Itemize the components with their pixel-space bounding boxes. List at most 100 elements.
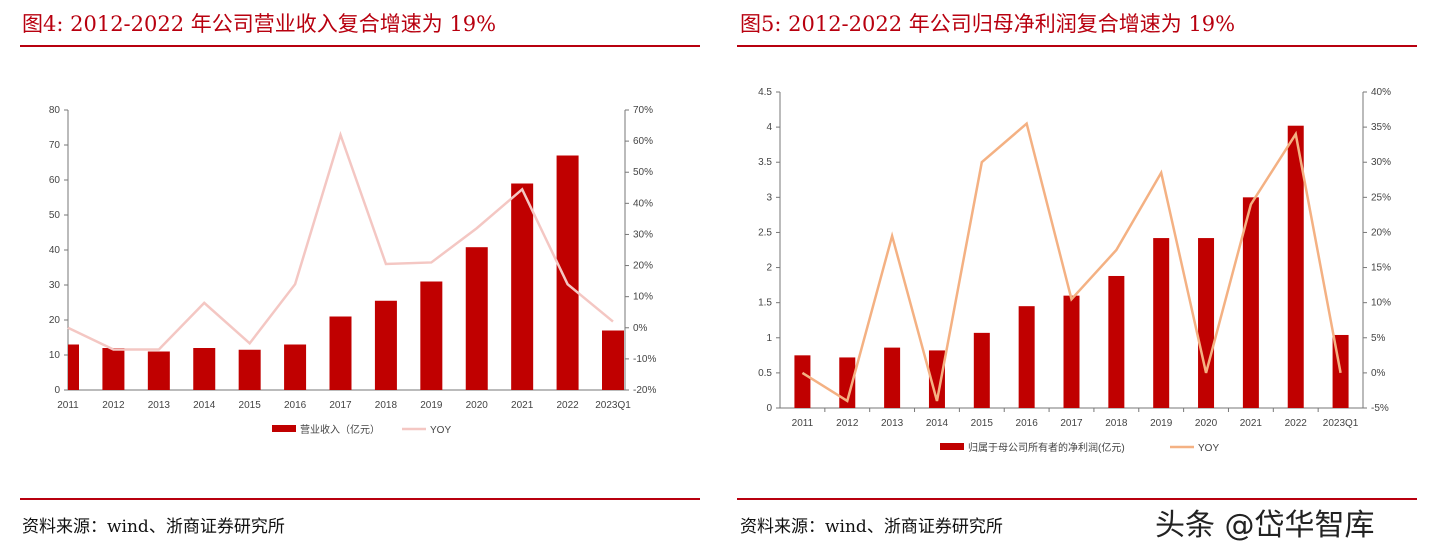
y-tick-label: 2.5 (758, 227, 772, 238)
y-tick-label: 40 (49, 245, 61, 256)
y-tick-label: 4.5 (758, 87, 772, 98)
x-tick-label: 2019 (1150, 418, 1173, 429)
bar-2013 (884, 347, 901, 408)
x-tick-label: 2014 (193, 400, 216, 411)
yoy-line (801, 121, 1342, 403)
legend-line-label: YOY (430, 425, 451, 436)
x-tick-label: 2023Q1 (1323, 418, 1359, 429)
y2-tick-label: 0% (633, 323, 648, 334)
bar-2021 (1242, 197, 1259, 408)
x-tick-label: 2022 (556, 400, 579, 411)
x-tick-label: 2011 (57, 400, 79, 411)
x-tick-label: 2015 (971, 418, 994, 429)
y-tick-label: 3.5 (758, 157, 772, 168)
bar-2019 (420, 281, 443, 390)
bar-2014 (928, 350, 945, 408)
y-tick-label: 70 (49, 140, 61, 151)
right-title-rule (737, 45, 1417, 47)
bar-2015 (238, 349, 261, 390)
y2-tick-label: 10% (1371, 298, 1391, 309)
y2-tick-label: -10% (633, 354, 656, 365)
bar-2019 (1153, 238, 1170, 408)
left-chart-title: 图4: 2012-2022 年公司营业收入复合增速为 19% (22, 12, 497, 36)
bar-2012 (102, 348, 125, 390)
x-tick-label: 2017 (329, 400, 352, 411)
bar-2018 (1108, 275, 1125, 408)
bar-2015 (973, 332, 990, 408)
bar-2011 (68, 344, 79, 390)
y2-tick-label: 60% (633, 136, 653, 147)
x-tick-label: 2015 (239, 400, 262, 411)
y-tick-label: 4 (766, 122, 772, 133)
bar-2013 (147, 351, 170, 390)
bar-2016 (1018, 306, 1035, 408)
x-tick-label: 2018 (1105, 418, 1128, 429)
x-tick-label: 2016 (284, 400, 307, 411)
y-tick-label: 3 (766, 192, 772, 203)
x-tick-label: 2013 (881, 418, 904, 429)
y-tick-label: 10 (49, 350, 61, 361)
y2-tick-label: 20% (633, 261, 653, 272)
x-tick-label: 2017 (1060, 418, 1083, 429)
y-tick-label: 0 (766, 403, 772, 414)
bar-2011 (794, 355, 811, 408)
right-source-rule (737, 498, 1417, 500)
y-tick-label: 60 (49, 175, 61, 186)
x-tick-label: 2021 (1240, 418, 1263, 429)
y2-tick-label: 35% (1371, 122, 1391, 133)
y-tick-label: 1 (766, 333, 772, 344)
y2-tick-label: 25% (1371, 192, 1391, 203)
legend-bar-swatch (940, 443, 964, 450)
y2-tick-label: 50% (633, 167, 653, 178)
x-tick-label: 2016 (1016, 418, 1039, 429)
y2-tick-label: 5% (1371, 333, 1386, 344)
y2-tick-label: 40% (1371, 87, 1391, 98)
x-tick-label: 2021 (511, 400, 534, 411)
x-tick-label: 2012 (836, 418, 859, 429)
bar-2022 (1287, 125, 1304, 408)
y-tick-label: 0 (54, 385, 60, 396)
y-tick-label: 80 (49, 105, 61, 116)
y-tick-label: 2 (766, 263, 772, 274)
y-tick-label: 20 (49, 315, 61, 326)
y2-tick-label: 20% (1371, 227, 1391, 238)
y2-tick-label: -20% (633, 385, 656, 396)
bar-2020 (1198, 238, 1215, 408)
x-tick-label: 2014 (926, 418, 949, 429)
y2-tick-label: -5% (1371, 403, 1389, 414)
y-tick-label: 30 (49, 280, 61, 291)
yoy-line (67, 130, 614, 351)
bar-2014 (193, 348, 216, 390)
bar-2022 (556, 155, 579, 390)
y-tick-label: 0.5 (758, 368, 772, 379)
legend-line-label: YOY (1198, 443, 1219, 454)
y2-tick-label: 10% (633, 292, 653, 303)
x-tick-label: 2012 (102, 400, 125, 411)
right-source: 资料来源：wind、浙商证券研究所 (740, 517, 1003, 537)
legend-bar-swatch (272, 425, 296, 432)
y2-tick-label: 15% (1371, 263, 1391, 274)
y2-tick-label: 30% (1371, 157, 1391, 168)
bar-2021 (511, 183, 534, 390)
bar-2012 (839, 357, 856, 408)
left-source-rule (20, 498, 700, 500)
x-tick-label: 2022 (1285, 418, 1308, 429)
legend-bar-label: 归属于母公司所有者的净利润(亿元) (968, 441, 1125, 454)
left-title-rule (20, 45, 700, 47)
watermark: 头条 @岱华智库 (1155, 508, 1375, 543)
y2-tick-label: 70% (633, 105, 653, 116)
bar-2017 (329, 316, 352, 390)
x-tick-label: 2011 (792, 418, 814, 429)
left-source: 资料来源：wind、浙商证券研究所 (22, 517, 285, 537)
x-tick-label: 2019 (420, 400, 443, 411)
bar-2017 (1063, 295, 1080, 408)
bar-2023Q1 (602, 330, 624, 390)
y2-tick-label: 30% (633, 229, 653, 240)
y2-tick-label: 40% (633, 198, 653, 209)
bar-2018 (374, 300, 397, 390)
x-tick-label: 2023Q1 (595, 400, 631, 411)
bar-2020 (465, 247, 488, 390)
right-chart-title: 图5: 2012-2022 年公司归母净利润复合增速为 19% (740, 12, 1236, 36)
y-tick-label: 50 (49, 210, 61, 221)
x-tick-label: 2020 (466, 400, 489, 411)
